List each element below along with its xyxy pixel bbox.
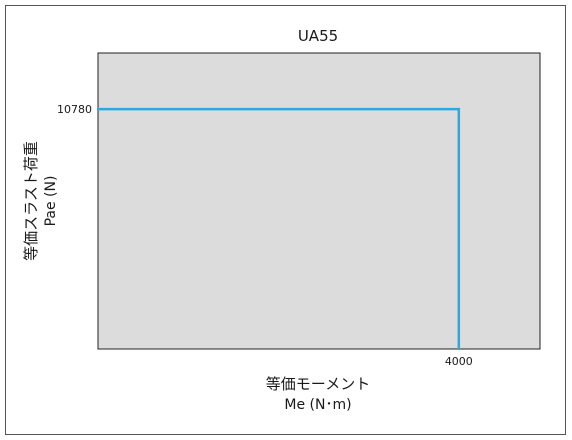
chart-title: UA55 [298,27,338,45]
plot-area [97,52,541,350]
y-axis-label-line1: 等価スラスト荷重 [22,141,40,261]
x-tick-label-0: 4000 [445,355,473,368]
y-axis-label-line2: Pae (N) [43,176,59,227]
y-tick-label-0: 10780 [57,103,92,116]
series-line-0 [98,107,461,349]
y-axis-label: 等価スラスト荷重 Pae (N) [22,141,59,261]
series-layer [98,107,461,349]
x-axis-label-line1: 等価モーメント [266,375,370,393]
tick-labels: 10780 4000 [57,103,473,368]
x-axis-label-line2: Me (N･m) [284,397,351,413]
